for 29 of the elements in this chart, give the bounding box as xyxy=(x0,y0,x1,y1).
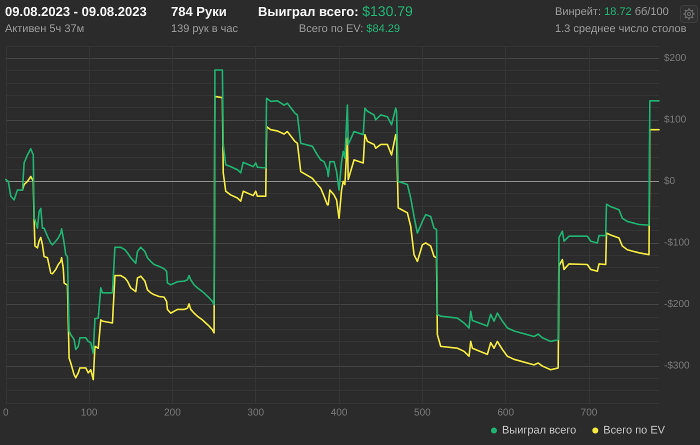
x-tick-label: 700 xyxy=(580,408,598,418)
legend-label: Выиграл всего xyxy=(502,424,576,436)
text: 139 рук в час xyxy=(171,23,238,35)
y-tick-label: -$100 xyxy=(664,237,690,248)
x-tick-label: 200 xyxy=(164,408,182,418)
x-tick-label: 300 xyxy=(247,408,265,418)
x-tick-label: 100 xyxy=(80,408,98,418)
text: $130.79 xyxy=(362,3,413,19)
chart-title: 09.08.2023 - 09.08.2023 xyxy=(5,4,147,19)
x-tick-label: 600 xyxy=(497,408,514,418)
text: 784 Руки xyxy=(171,4,227,19)
text: Винрейт: xyxy=(555,6,602,18)
y-tick-label: -$300 xyxy=(664,360,690,372)
line-series xyxy=(4,69,660,354)
chart-subtitle: Активен 5ч 37м xyxy=(5,23,84,35)
y-tick-label: $100 xyxy=(664,114,687,126)
text: 18.72 xyxy=(604,6,632,18)
x-tick-label: 400 xyxy=(330,408,348,418)
x-tick-label: 500 xyxy=(414,408,432,418)
text: бб/100 xyxy=(634,6,669,18)
x-tick-label: 0 xyxy=(3,408,9,418)
y-tick-label: $0 xyxy=(664,176,676,187)
y-tick-label: -$200 xyxy=(664,299,690,310)
legend-label: Всего по EV xyxy=(603,424,666,436)
text: $84.29 xyxy=(366,23,400,35)
text: Выиграл всего: xyxy=(258,4,359,19)
y-tick-label: $200 xyxy=(664,52,687,64)
text: Всего по EV: xyxy=(298,23,364,35)
text: 1.3 среднее число столов xyxy=(555,23,687,35)
